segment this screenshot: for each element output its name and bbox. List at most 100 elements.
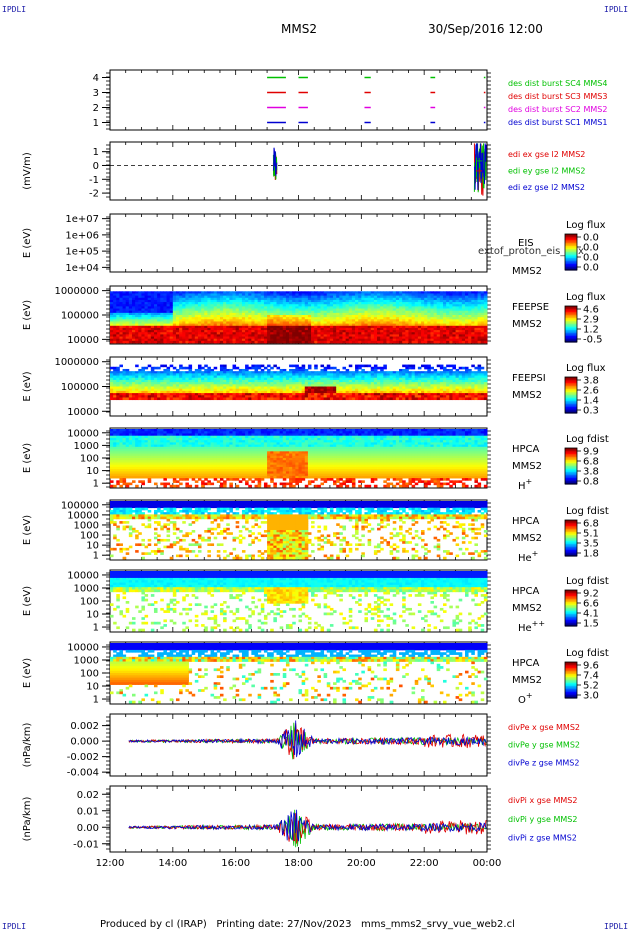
spectrogram-cell	[248, 341, 252, 344]
spectrogram-cell	[242, 341, 246, 344]
spectrogram-cell	[421, 397, 425, 400]
spectrogram-cell	[449, 365, 453, 368]
spectrogram-cell	[273, 341, 277, 344]
spectrogram-cell	[242, 397, 246, 400]
spectrogram-cell	[157, 397, 161, 400]
spectrogram-cell	[449, 341, 453, 344]
spectrogram-cell	[204, 341, 208, 344]
spectrogram-cell	[236, 367, 240, 370]
spectrogram-cell	[280, 341, 284, 344]
spectrogram-cell	[129, 341, 133, 344]
spectrogram-cell	[207, 397, 211, 400]
y-tick-label: -1	[89, 175, 99, 186]
spectrogram-cell	[160, 397, 164, 400]
spectrogram-cell	[119, 397, 123, 400]
series-legend: edi ez gse l2 MMS2	[508, 183, 585, 192]
spectrogram-cell	[151, 397, 155, 400]
spectrogram-cell	[154, 397, 158, 400]
spectrogram-cell	[361, 365, 365, 368]
spectrogram-cell	[195, 397, 199, 400]
spectrogram-cell	[437, 341, 441, 344]
series-legend: des dist burst SC1 MMS1	[508, 118, 607, 127]
y-tick-label: 0	[93, 161, 99, 172]
spectrogram-cell	[286, 397, 290, 400]
spectrogram-cell	[402, 397, 406, 400]
spectrogram-cell	[258, 341, 262, 344]
spectrogram-cell	[217, 397, 221, 400]
colorbar-title: Log flux	[566, 292, 606, 303]
spectrogram-cell	[443, 341, 447, 344]
y-tick-label: 100000	[61, 311, 99, 322]
spectrogram-cell	[380, 397, 384, 400]
spectrogram-cell	[383, 367, 387, 370]
spectrogram-cell	[185, 367, 189, 370]
spectrogram-cell	[261, 341, 265, 344]
spectrogram-cell	[251, 367, 255, 370]
spectrogram-cell	[424, 341, 428, 344]
spectrogram-cell	[126, 397, 130, 400]
spectrogram-cell	[248, 367, 252, 370]
spectrogram-cell	[223, 397, 227, 400]
spectrogram-cells	[110, 291, 487, 343]
spectrogram-cell	[113, 397, 117, 400]
spectrogram-cell	[179, 397, 183, 400]
spectrogram-cell	[167, 341, 171, 344]
spectrogram-cell	[179, 341, 183, 344]
spectrogram-cell	[468, 341, 472, 344]
spectrogram-cell	[154, 367, 158, 370]
spectrogram-cell	[119, 365, 123, 368]
spectrogram-cell	[405, 341, 409, 344]
spectrogram-cell	[138, 341, 142, 344]
spectrogram-cell	[157, 341, 161, 344]
spectrogram-cell	[239, 397, 243, 400]
spectrogram-cell	[198, 341, 202, 344]
spectrogram-cell	[374, 341, 378, 344]
spectrogram-cell	[339, 341, 343, 344]
series-legend: des dist burst SC3 MMS3	[508, 92, 607, 101]
spectrogram-cell	[229, 397, 233, 400]
spectrogram-cell	[261, 365, 265, 368]
spectrogram-cell	[364, 397, 368, 400]
spectrogram-cell	[314, 341, 318, 344]
spectrogram-cell	[361, 397, 365, 400]
spectrogram-cell	[465, 341, 469, 344]
spectrogram-cell	[352, 341, 356, 344]
spectrogram-cell	[308, 397, 312, 400]
spectrogram-cell	[314, 397, 318, 400]
spectrogram-cell	[471, 341, 475, 344]
spectrogram-cell	[320, 341, 324, 344]
spectrogram-cell	[317, 341, 321, 344]
spectrogram-cell	[317, 397, 321, 400]
spectrogram-cell	[478, 341, 482, 344]
series-legend: edi ey gse l2 MMS2	[508, 166, 586, 175]
spectrogram-cell	[201, 341, 205, 344]
spectrogram-cell	[176, 397, 180, 400]
spectrogram-cell	[371, 397, 375, 400]
y-tick-label: 1000000	[54, 286, 99, 297]
spectrogram-cell	[135, 341, 139, 344]
spectrogram-cell	[368, 397, 372, 400]
spectrogram-cell	[320, 397, 324, 400]
spectrogram-cell	[292, 397, 296, 400]
spectrogram-cell	[116, 397, 120, 400]
spectrogram-cell	[236, 341, 240, 344]
colorbar-tick-label: 0.0	[583, 263, 599, 274]
spectrogram-cell	[399, 341, 403, 344]
spectrogram-cell	[233, 367, 237, 370]
spectrogram-cell	[179, 367, 183, 370]
edi-marker: +	[475, 156, 483, 167]
spectrogram-cell	[151, 341, 155, 344]
spectrogram-cell	[211, 397, 215, 400]
spectrogram-cell	[163, 397, 167, 400]
spectrogram-cell	[393, 341, 397, 344]
spectrogram-cell	[474, 341, 478, 344]
spectrogram-cell	[267, 397, 271, 400]
spectrogram-cell	[261, 397, 265, 400]
spectrogram-cell	[119, 341, 123, 344]
spectrogram-cell	[437, 397, 441, 400]
spectrogram-cell	[405, 397, 409, 400]
spectrogram-cell	[361, 341, 365, 344]
panel-frame	[110, 214, 487, 272]
spectrogram-cell	[440, 341, 444, 344]
spectrogram-cell	[418, 341, 422, 344]
